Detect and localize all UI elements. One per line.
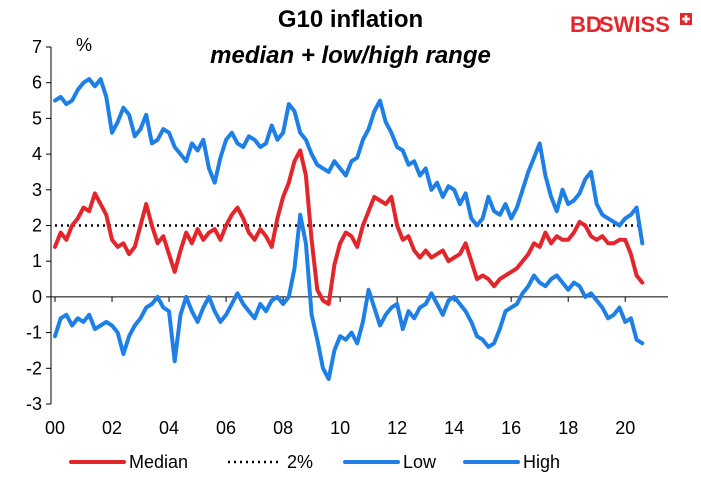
series-low-line (53, 212, 645, 381)
x-tick-label: 14 (444, 418, 464, 438)
y-tick-label: 0 (32, 287, 42, 307)
y-tick-label: 3 (32, 180, 42, 200)
x-tick-label: 12 (387, 418, 407, 438)
x-tick-label: 10 (330, 418, 350, 438)
x-tick-label: 16 (501, 418, 521, 438)
y-tick-label: 4 (32, 144, 42, 164)
y-tick-label: 6 (32, 73, 42, 93)
y-tick-label: 7 (32, 37, 42, 57)
y-tick-label: -1 (26, 323, 42, 343)
x-tick-label: 18 (558, 418, 578, 438)
bdswiss-logo: BD SWISS (570, 12, 692, 37)
logo-text-swiss: SWISS (599, 12, 670, 37)
y-tick-label: 1 (32, 251, 42, 271)
x-tick-label: 08 (273, 418, 293, 438)
legend-label-median: Median (129, 452, 188, 472)
legend-label-2: 2% (287, 452, 313, 472)
x-tick-label: 02 (102, 418, 122, 438)
series-median-line (53, 148, 645, 306)
series-high-line (53, 77, 645, 246)
x-tick-label: 00 (45, 418, 65, 438)
legend-label-low: Low (403, 452, 437, 472)
y-unit-label: % (76, 35, 92, 55)
chart-subtitle: median + low/high range (210, 42, 491, 69)
legend: Median 2% Low High (69, 452, 560, 472)
x-tick-label: 06 (216, 418, 236, 438)
series-lines (53, 77, 645, 381)
chart-title: G10 inflation (277, 6, 424, 33)
y-tick-label: 2 (32, 216, 42, 236)
x-tick-label: 20 (615, 418, 635, 438)
x-tick-label: 04 (159, 418, 179, 438)
logo-text-bd: BD (570, 12, 602, 37)
y-tick-label: -2 (26, 358, 42, 378)
swiss-cross-icon (680, 13, 692, 25)
y-tick-label: 5 (32, 108, 42, 128)
legend-label-high: High (523, 452, 560, 472)
y-tick-label: -3 (26, 394, 42, 414)
